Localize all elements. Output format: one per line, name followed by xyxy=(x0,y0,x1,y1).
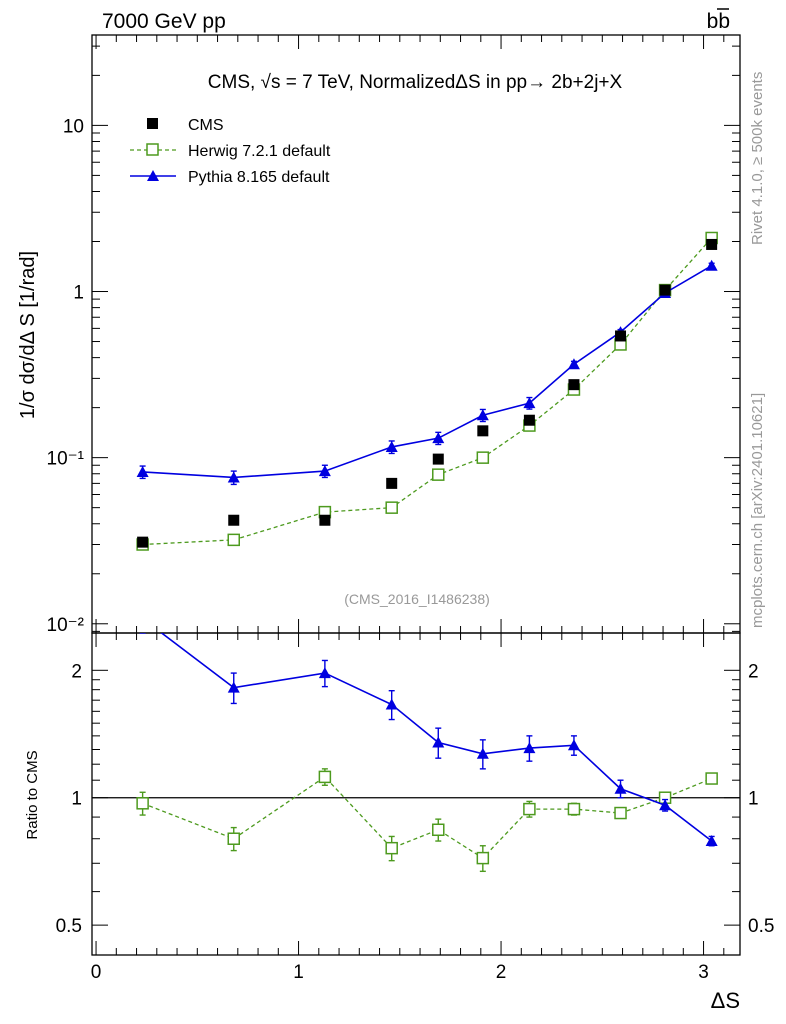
chart-title: CMS, √s = 7 TeV, NormalizedΔS in pp→ 2b+… xyxy=(208,72,623,93)
pythia-point xyxy=(476,409,489,421)
cms-point xyxy=(319,514,331,526)
herwig-ratio-point xyxy=(523,802,536,816)
herwig-ratio-series xyxy=(136,768,718,873)
process-label: bb xyxy=(707,10,730,33)
cms-point xyxy=(568,379,580,391)
ratio-y-tick-label: 2 xyxy=(71,661,82,682)
main-y-tick-label: 1 xyxy=(73,283,84,304)
ratio-ylabel: Ratio to CMS xyxy=(24,750,41,839)
legend-cms-label: CMS xyxy=(188,117,224,134)
herwig-ratio-point xyxy=(227,832,240,845)
cms-point xyxy=(523,414,535,426)
herwig-ratio-point xyxy=(318,770,332,784)
ratio-y-tick-label: 0.5 xyxy=(56,916,82,937)
herwig-series xyxy=(136,231,718,551)
x-axis-label: ΔS xyxy=(711,988,740,1013)
legend-cms-marker xyxy=(147,118,158,129)
cms-point xyxy=(706,238,718,250)
ratio-y-tick-label-right: 0.5 xyxy=(748,916,774,937)
pythia-point xyxy=(567,358,580,370)
herwig-point xyxy=(385,501,398,514)
main-y-tick-label: 10⁻² xyxy=(47,615,85,636)
mcplots-label: mcplots.cern.ch [arXiv:2401.10621] xyxy=(749,393,766,628)
ratio-y-tick-label-right: 1 xyxy=(748,789,759,810)
pythia-ratio-point xyxy=(705,835,718,847)
x-tick-label: 2 xyxy=(496,962,507,983)
legend-pythia-marker xyxy=(147,170,159,181)
herwig-ratio-point xyxy=(567,802,581,816)
legend-pythia-label: Pythia 8.165 default xyxy=(188,169,330,186)
herwig-ratio-point xyxy=(705,772,718,785)
main-y-tick-label: 10⁻¹ xyxy=(47,449,85,470)
cms-point xyxy=(659,284,671,296)
rivet-label: Rivet 4.1.0, ≥ 500k events xyxy=(749,72,766,245)
herwig-ratio-point xyxy=(136,797,149,810)
pythia-ratio-point xyxy=(659,799,672,811)
pythia-point xyxy=(523,397,536,409)
ratio-y-tick-label: 1 xyxy=(71,789,82,810)
cms-point xyxy=(386,477,398,489)
main-y-tick-label: 10 xyxy=(63,116,84,137)
legend-herwig-marker xyxy=(146,143,159,156)
herwig-point xyxy=(432,468,445,481)
pythia-point xyxy=(432,432,445,444)
main-ylabel: 1/σ dσ/dΔ S [1/rad] xyxy=(17,251,39,419)
pythia-ratio-point xyxy=(523,742,536,754)
pythia-ratio-point xyxy=(227,681,240,693)
cms-point xyxy=(615,330,627,342)
x-tick-label: 3 xyxy=(698,962,709,983)
x-tick-label: 1 xyxy=(293,962,304,983)
pythia-ratio-point xyxy=(567,739,580,751)
pythia-series xyxy=(136,259,718,486)
energy-label: 7000 GeV pp xyxy=(102,10,226,33)
pythia-line xyxy=(142,265,713,479)
pythia-ratio-point xyxy=(137,613,149,624)
herwig-point xyxy=(227,533,240,547)
herwig-ratio-point xyxy=(432,823,445,837)
pythia-ratio-point xyxy=(476,747,489,759)
herwig-ratio-point xyxy=(614,806,627,820)
ratio-panel: 0 1 2 3 0.5 0.5 1 1 2 2 xyxy=(56,613,774,983)
pythia-ratio-point xyxy=(432,736,445,748)
herwig-ratio-point xyxy=(385,841,398,855)
herwig-line xyxy=(142,237,713,546)
analysis-id: (CMS_2016_I1486238) xyxy=(344,591,490,607)
pythia-ratio-series xyxy=(137,613,718,847)
herwig-point xyxy=(476,451,490,464)
legend: CMS Herwig 7.2.1 default Pythia 8.165 de… xyxy=(130,117,331,186)
cms-point xyxy=(228,514,240,526)
cms-point xyxy=(477,425,489,437)
pythia-ratio-point xyxy=(318,667,331,679)
pythia-point xyxy=(705,259,718,271)
pythia-point xyxy=(385,440,398,452)
ratio-frame xyxy=(91,632,741,956)
cms-point xyxy=(432,453,444,465)
ratio-y-tick-label-right: 2 xyxy=(748,661,759,682)
pythia-point xyxy=(136,465,149,477)
cms-point xyxy=(137,536,149,548)
herwig-ratio-point xyxy=(476,851,490,865)
pythia-point xyxy=(227,471,240,483)
pythia-ratio-point xyxy=(614,782,627,794)
cms-series xyxy=(137,238,718,548)
x-tick-label: 0 xyxy=(91,962,102,983)
pythia-point xyxy=(318,465,331,477)
legend-herwig-label: Herwig 7.2.1 default xyxy=(188,143,331,160)
pythia-ratio-point xyxy=(385,698,398,710)
